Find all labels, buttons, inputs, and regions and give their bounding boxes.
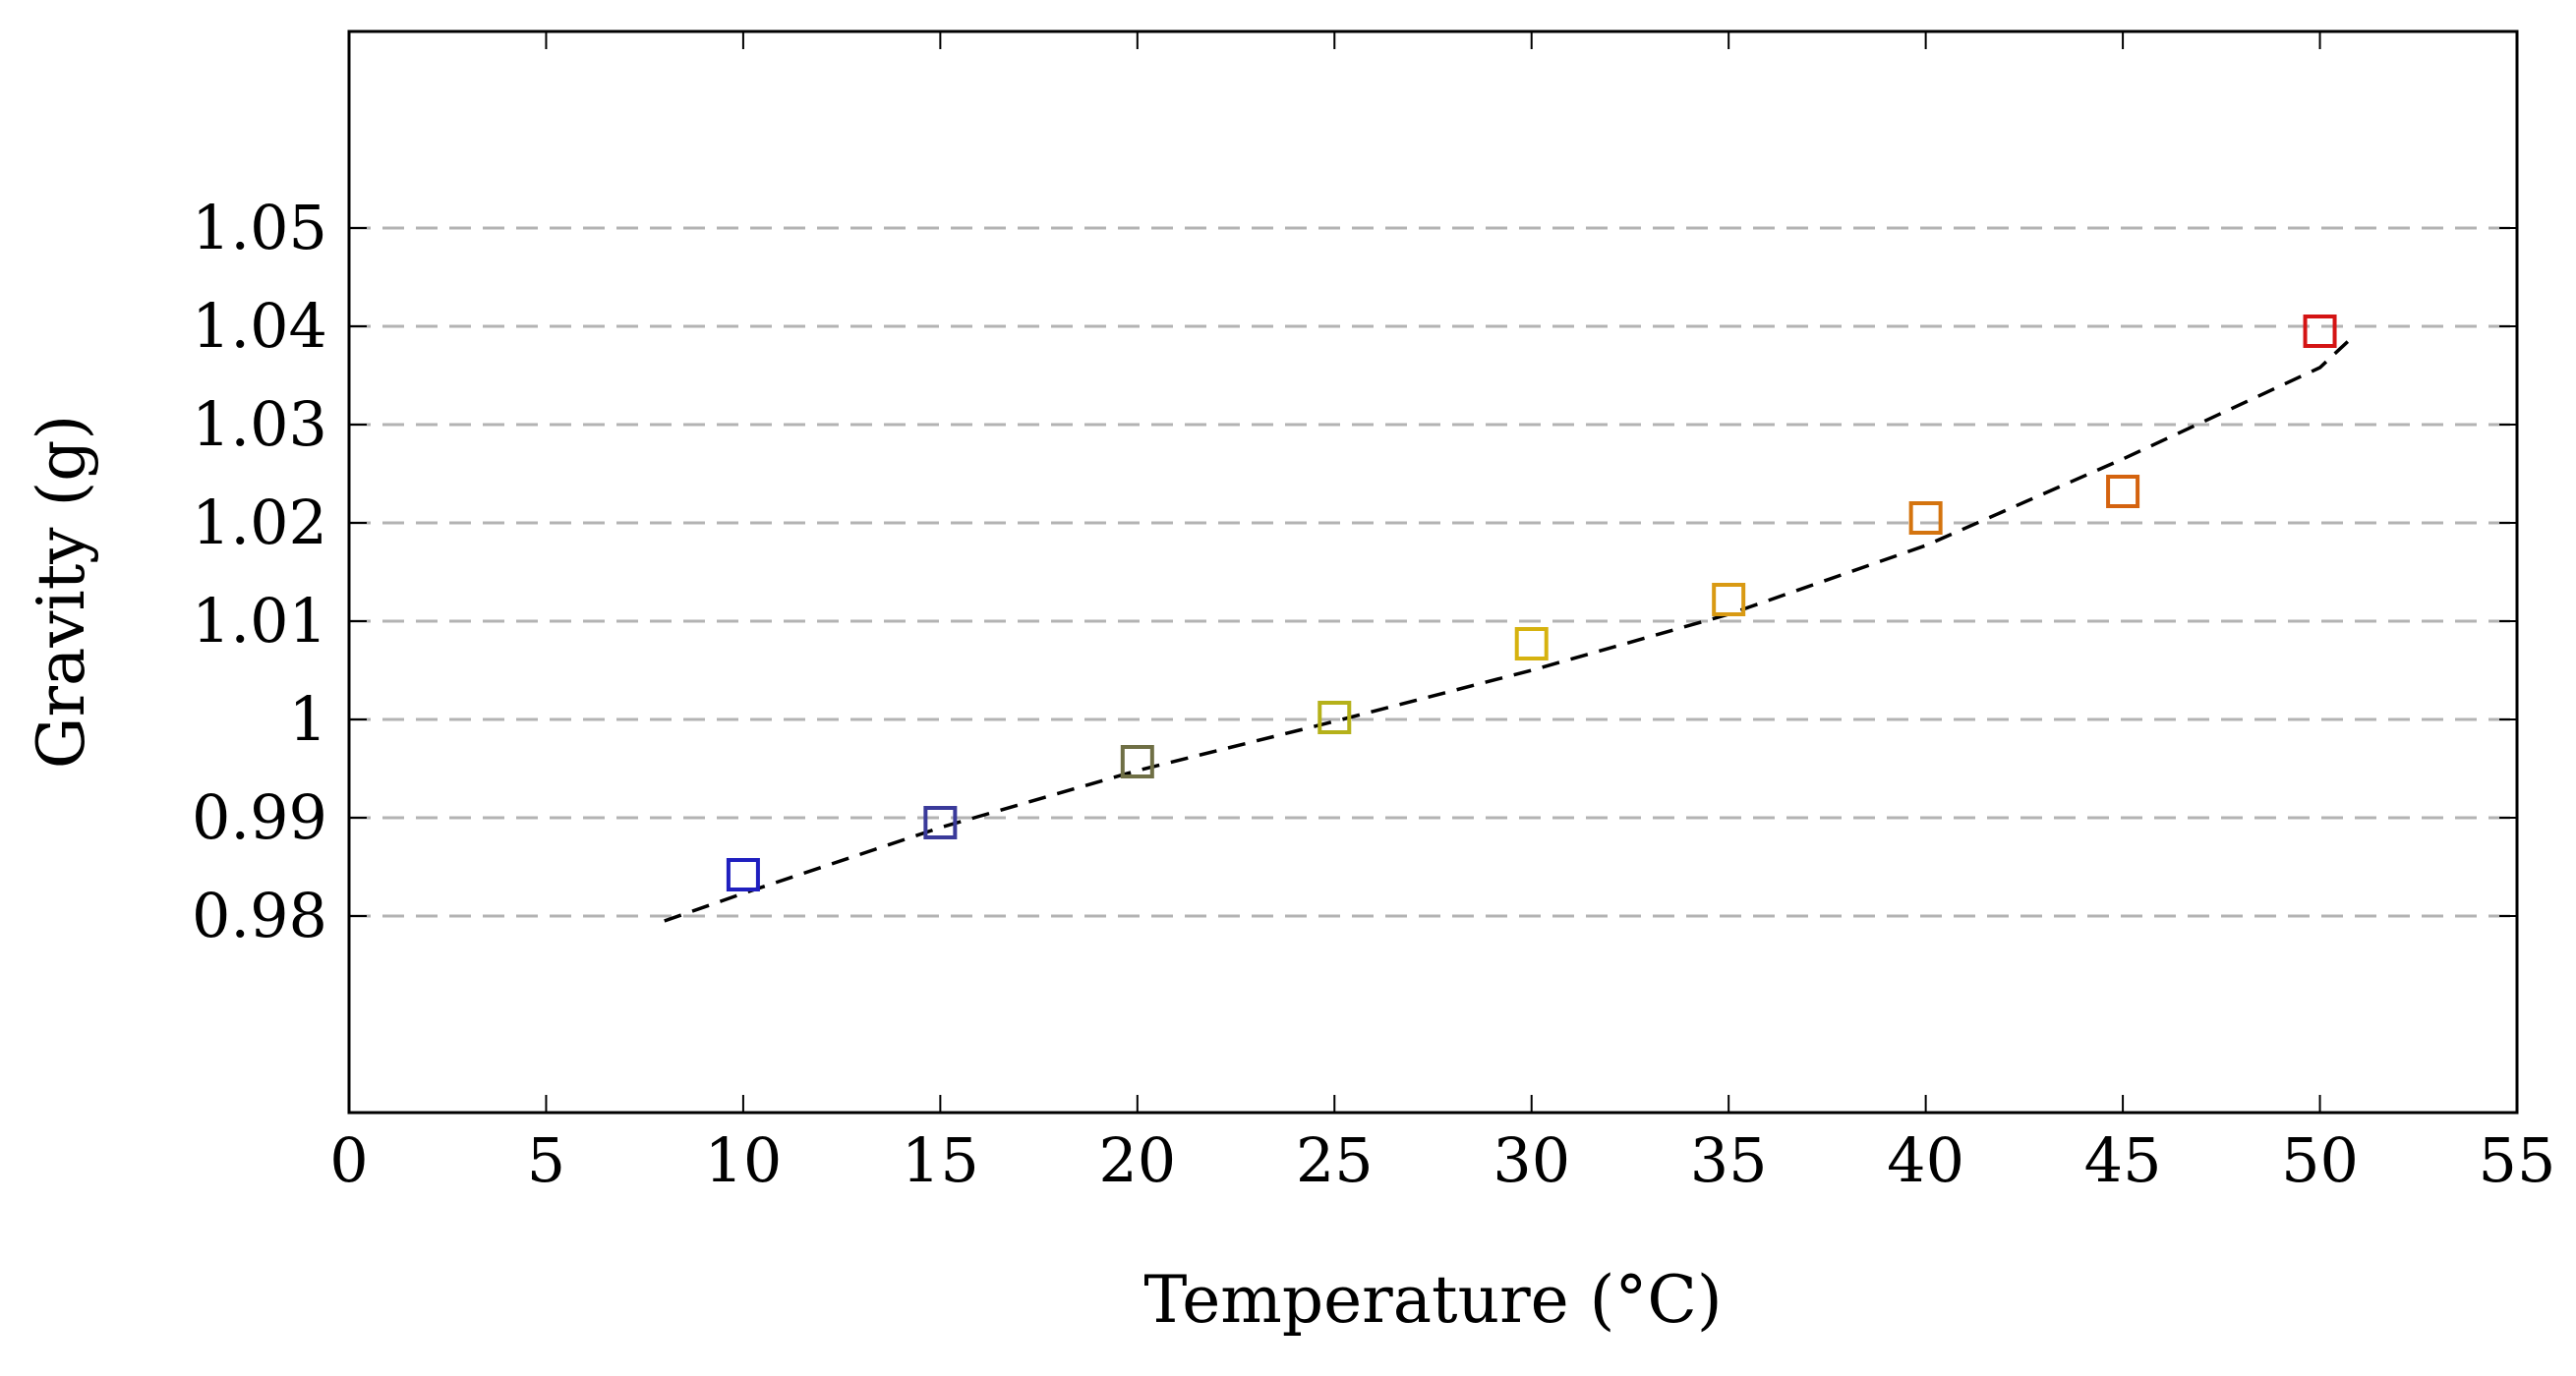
y-tick-label: 1.05 [192, 192, 327, 263]
x-tick-label: 20 [1098, 1124, 1176, 1196]
x-tick-label: 35 [1690, 1124, 1768, 1196]
data-point [1317, 701, 1352, 734]
y-axis-label: Gravity (g) [24, 415, 99, 770]
x-tick-label: 30 [1493, 1124, 1570, 1196]
x-tick-label: 40 [1887, 1124, 1964, 1196]
data-point [726, 858, 760, 891]
fit-line-layer [664, 336, 2353, 923]
y-tick-label: 1.01 [192, 585, 327, 657]
x-tick-label: 0 [329, 1124, 368, 1196]
plot-frame [347, 29, 2519, 1115]
grid-lines [349, 226, 2517, 918]
y-tick-labels: 0.98 0.99 1 1.01 1.02 1.03 1.04 1.05 [192, 192, 327, 951]
data-points [726, 315, 2337, 891]
data-point [1712, 583, 1746, 616]
x-axis-label: Temperature (°C) [1143, 1262, 1722, 1338]
fit-line [664, 336, 2353, 923]
x-tick-label: 55 [2479, 1124, 2556, 1196]
y-tick-label: 0.99 [192, 781, 327, 853]
x-tick-label: 15 [902, 1124, 979, 1196]
data-point [1514, 627, 1549, 660]
x-tick-label: 5 [527, 1124, 565, 1196]
x-tick-label: 45 [2084, 1124, 2162, 1196]
y-tick-label: 0.98 [192, 880, 327, 951]
data-point [1908, 501, 1943, 535]
y-tick-label: 1 [289, 683, 327, 755]
data-point [2303, 315, 2337, 348]
x-tick-labels: 0 5 10 15 20 25 30 35 40 45 50 55 [329, 1124, 2555, 1196]
x-tick-label: 50 [2281, 1124, 2359, 1196]
data-point [923, 806, 958, 839]
data-point [2106, 475, 2140, 508]
y-tick-label: 1.04 [192, 290, 327, 362]
data-point [1120, 745, 1154, 778]
y-tick-label: 1.02 [192, 487, 327, 558]
axis-ticks [348, 31, 2518, 1113]
y-tick-label: 1.03 [192, 388, 327, 460]
x-tick-label: 25 [1296, 1124, 1374, 1196]
x-tick-label: 10 [704, 1124, 782, 1196]
